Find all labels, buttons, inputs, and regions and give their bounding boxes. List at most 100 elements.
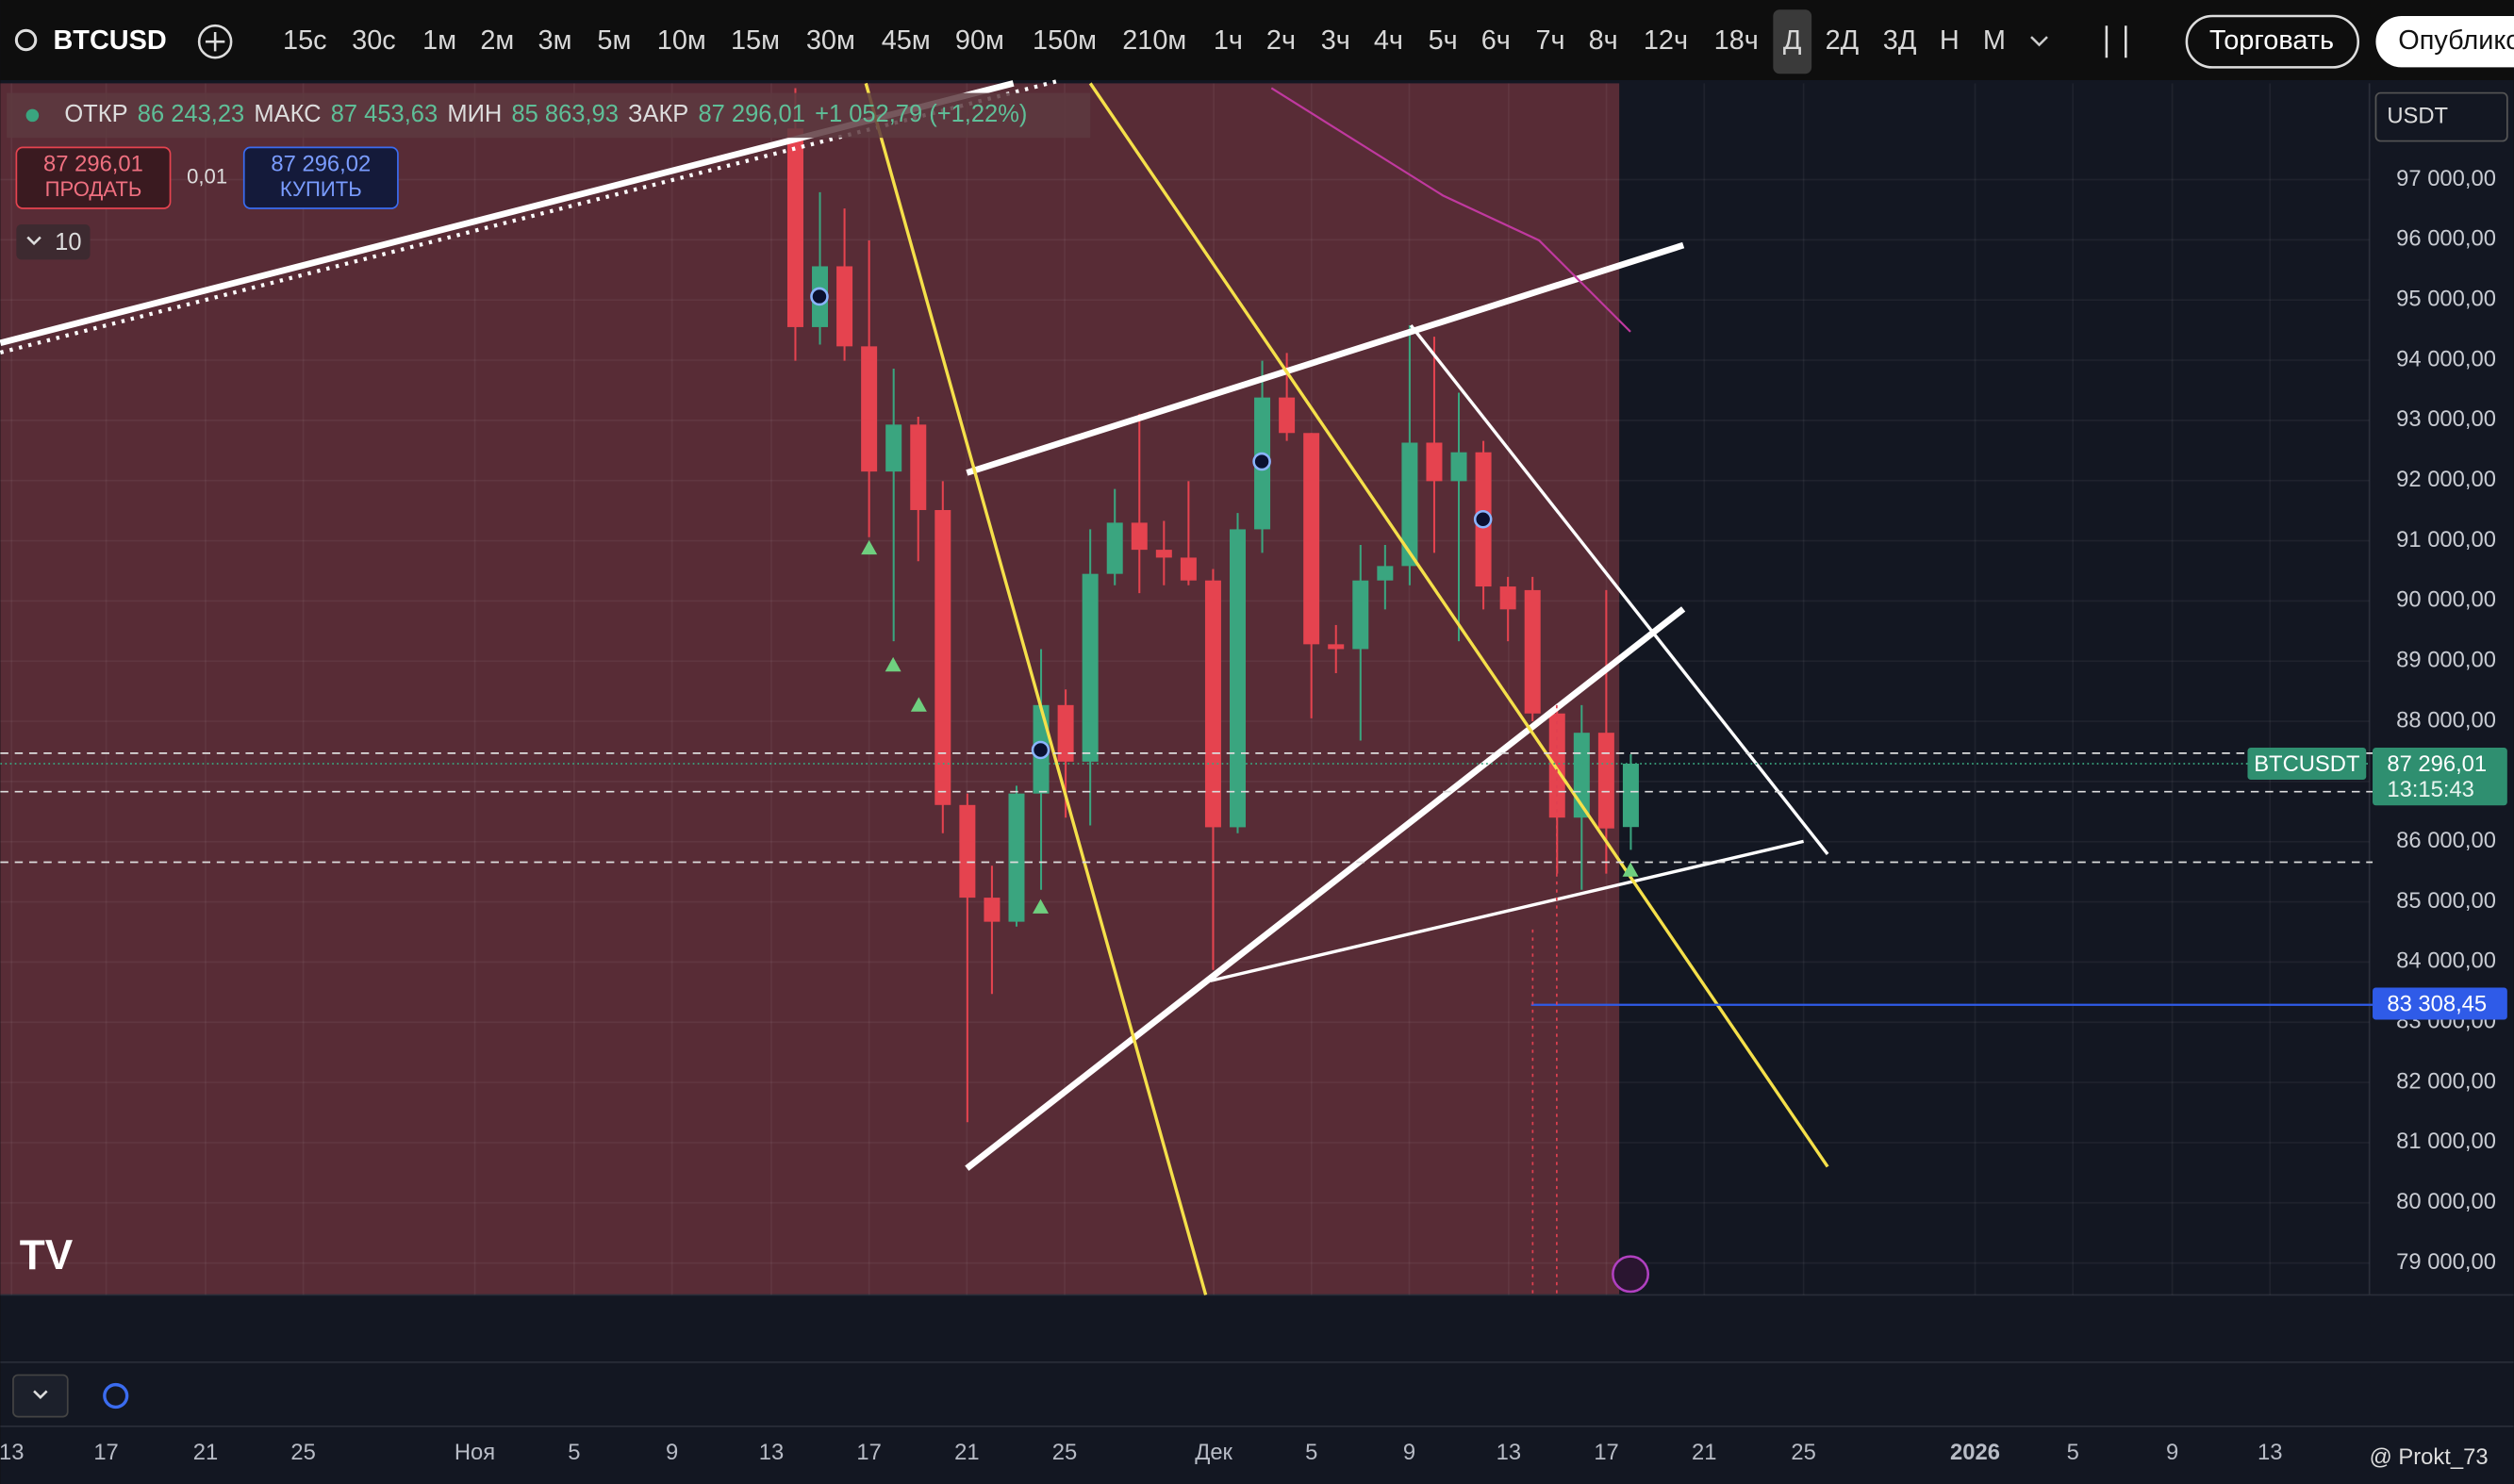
candle: [1230, 513, 1246, 833]
plus: [205, 31, 225, 52]
event-marker: [810, 287, 829, 306]
timeframe[interactable]: 2ч: [1266, 25, 1296, 56]
timeframe[interactable]: 45м: [882, 25, 931, 56]
timeframe[interactable]: Н: [1940, 25, 1960, 56]
publish-label: Опубликовать: [2398, 25, 2514, 56]
candle-body: [984, 898, 1001, 922]
timeframe[interactable]: 3ч: [1321, 25, 1350, 56]
x-tick-label: 13: [1497, 1440, 1521, 1465]
x-tick-label: 25: [290, 1440, 315, 1465]
x-tick-label: 17: [1594, 1440, 1618, 1465]
timeframe[interactable]: 4ч: [1374, 25, 1403, 56]
timeframe[interactable]: 5ч: [1429, 25, 1458, 56]
timeframe[interactable]: Д: [1783, 25, 1802, 56]
timeframe[interactable]: 18ч: [1714, 25, 1759, 56]
candle-body: [1328, 644, 1345, 650]
x-tick-label: 5: [568, 1440, 580, 1465]
x-tick-label: Дек: [1195, 1440, 1232, 1465]
x-tick-label: 13: [759, 1440, 784, 1465]
search-icon[interactable]: [14, 28, 38, 52]
x-tick-label: 17: [93, 1440, 118, 1465]
timeframe[interactable]: 12ч: [1644, 25, 1688, 56]
candle-body: [934, 509, 951, 805]
lot: 10: [55, 229, 81, 256]
logo: TV: [20, 1232, 74, 1278]
x-tick-label: 21: [954, 1440, 979, 1465]
candle: [836, 208, 853, 361]
candle: [1008, 785, 1025, 927]
candle: [1401, 325, 1418, 585]
buy-price: 87 296,02: [271, 151, 371, 176]
timeframe[interactable]: 150м: [1033, 25, 1097, 56]
candle: [1377, 545, 1394, 610]
candle: [1597, 589, 1614, 874]
x-tick-label: 13: [2258, 1440, 2282, 1465]
publish-button[interactable]: [2375, 16, 2514, 68]
candle-body: [1204, 580, 1221, 828]
candle-body: [1597, 733, 1614, 829]
candle: [1204, 569, 1221, 970]
candle-body: [1279, 397, 1296, 434]
alert-icon[interactable]: [1612, 1255, 1650, 1294]
buy-button[interactable]: [242, 146, 399, 209]
x-tick-label: Ноя: [455, 1440, 495, 1465]
timeframe[interactable]: 3Д: [1883, 25, 1917, 56]
chart-type-icon[interactable]: [2105, 25, 2127, 58]
selected-timeframe: [1773, 9, 1812, 74]
timeframe[interactable]: 15с: [283, 25, 327, 56]
timeframe[interactable]: 8ч: [1589, 25, 1618, 56]
candle-body: [910, 424, 927, 510]
refresh-icon[interactable]: [103, 1382, 129, 1410]
timeframe[interactable]: 30с: [352, 25, 396, 56]
legend-low-label: МИН: [447, 101, 502, 127]
candle: [1131, 413, 1148, 594]
timeframe[interactable]: 210м: [1122, 25, 1186, 56]
timeframe[interactable]: 3м: [538, 25, 572, 56]
y-tick-label: 86 000,00: [2396, 828, 2496, 853]
candle: [1622, 753, 1639, 850]
y-tick-label: 96 000,00: [2396, 226, 2496, 252]
candle: [1303, 433, 1320, 718]
candle: [861, 240, 878, 537]
timeframe[interactable]: 5м: [597, 25, 631, 56]
more-timeframes[interactable]: [2030, 36, 2048, 47]
y-tick-label: 81 000,00: [2396, 1129, 2496, 1154]
candle: [1426, 337, 1443, 553]
candle-body: [1230, 529, 1246, 828]
add-symbol[interactable]: [197, 24, 233, 59]
candle-body: [1622, 764, 1639, 828]
candle: [1180, 481, 1197, 585]
shaded-region: [0, 83, 1620, 1295]
level-tag: [2373, 987, 2507, 1020]
timeframe[interactable]: 15м: [731, 25, 780, 56]
symbol[interactable]: BTCUSD: [53, 25, 166, 56]
candle-body: [1082, 573, 1099, 762]
x-tick-label: 9: [666, 1440, 678, 1465]
timeframe[interactable]: 90м: [955, 25, 1004, 56]
timeframe[interactable]: 30м: [806, 25, 855, 56]
x-tick-label: 13: [0, 1440, 24, 1465]
lot-box[interactable]: [16, 223, 91, 260]
x-tick-label: 25: [1791, 1440, 1815, 1465]
candle-body: [836, 266, 853, 347]
y-tick-label: 92 000,00: [2396, 467, 2496, 492]
symbol-tag-label: BTCUSDT: [2254, 751, 2359, 777]
trend-line: [1210, 839, 1805, 982]
timeframe[interactable]: 1ч: [1214, 25, 1243, 56]
event-marker: [1252, 452, 1271, 471]
timeframe[interactable]: 1м: [422, 25, 456, 56]
timeframe[interactable]: М: [1983, 25, 2006, 56]
currency-select[interactable]: [2374, 91, 2508, 142]
sell-button[interactable]: [15, 146, 172, 209]
timeframe[interactable]: 2Д: [1826, 25, 1860, 56]
legend-low: 85 863,93: [511, 101, 618, 127]
trade-button[interactable]: [2185, 14, 2360, 69]
signal-marker: [885, 656, 901, 672]
timeframe[interactable]: 7ч: [1536, 25, 1565, 56]
timeframe[interactable]: 2м: [480, 25, 514, 56]
timeframe[interactable]: 10м: [657, 25, 706, 56]
timeframe[interactable]: 6ч: [1481, 25, 1511, 56]
candle-body: [1131, 522, 1148, 551]
